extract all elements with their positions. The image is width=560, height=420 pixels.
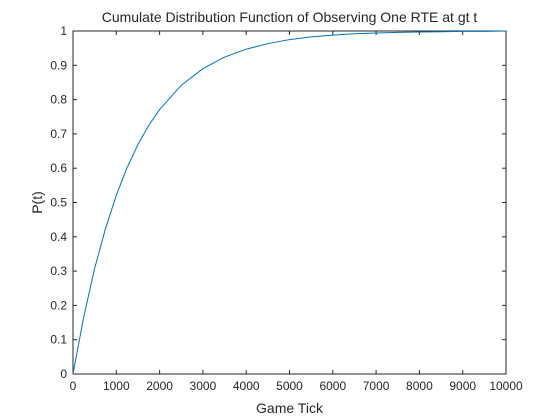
x-tick-label: 6000 — [319, 379, 346, 393]
y-tick-label: 0.1 — [50, 333, 67, 347]
plot-area — [72, 30, 507, 375]
y-axis-ticks: 0 0.1 0.2 0.3 0.4 0.5 0.6 0.7 0.8 0.9 1 — [50, 24, 506, 381]
y-tick-label: 0 — [60, 367, 67, 381]
y-tick-label: 0.8 — [50, 93, 67, 107]
x-tick-label: 1000 — [103, 379, 130, 393]
x-axis-label: Game Tick — [256, 400, 324, 416]
x-tick-label: 8000 — [406, 379, 433, 393]
x-tick-label: 4000 — [233, 379, 260, 393]
y-axis-label: P(t) — [29, 191, 45, 214]
y-tick-label: 0.5 — [50, 196, 67, 210]
series-line-cdf — [72, 30, 507, 375]
x-tick-label: 0 — [70, 379, 77, 393]
y-tick-label: 1 — [60, 24, 67, 38]
y-tick-label: 0.6 — [50, 161, 67, 175]
x-tick-label: 3000 — [190, 379, 217, 393]
y-tick-label: 0.4 — [50, 230, 67, 244]
x-tick-label: 2000 — [146, 379, 173, 393]
x-tick-label: 5000 — [276, 379, 303, 393]
y-tick-label: 0.9 — [50, 58, 67, 72]
chart-title: Cumulate Distribution Function of Observ… — [102, 9, 478, 25]
y-tick-label: 0.3 — [50, 264, 67, 278]
y-tick-label: 0.7 — [50, 127, 67, 141]
x-axis-ticks: 0 1000 2000 3000 4000 5000 6000 7000 8000 9000 100… — [70, 31, 523, 393]
x-tick-label: 9000 — [449, 379, 476, 393]
x-tick-label: 7000 — [363, 379, 390, 393]
x-tick-label: 10000 — [489, 379, 523, 393]
y-tick-label: 0.2 — [50, 298, 67, 312]
